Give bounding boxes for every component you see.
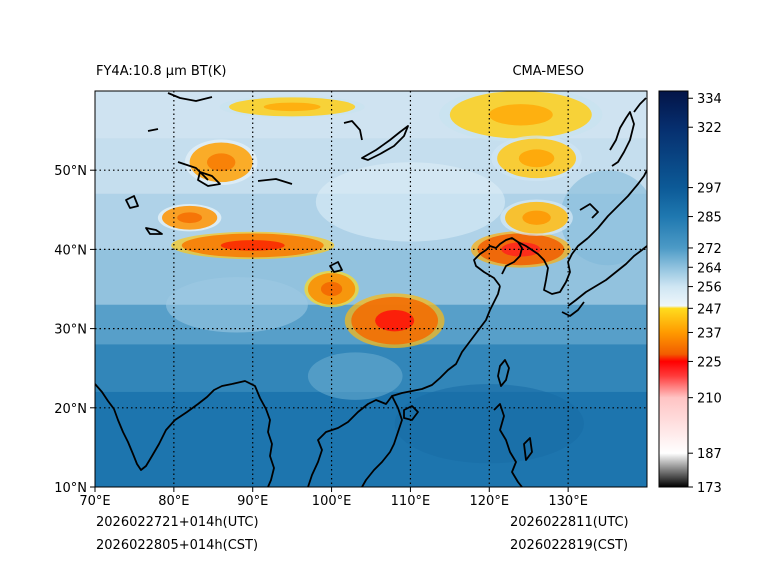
coastline-russia-east [587,169,647,239]
colorbar: 173 187 210 225 237 247 256 264 272 285 297 322 334 [658,90,722,496]
coastline-bengal-burma [231,380,275,487]
cloud-feature [491,135,582,182]
init-time-utc: 2026022721+014h(UTC) [96,515,259,530]
colorbar-tick-label: 264 [697,261,722,276]
y-tick-label: 50°N [54,164,87,179]
coastline-south-china [391,285,501,397]
lake-qinghai [329,261,343,273]
cloud-features [157,91,603,349]
model-label: CMA-MESO [512,64,584,79]
valid-time-utc: 2026022811(UTC) [510,515,629,530]
cloud-feature [219,95,365,118]
valid-time-cst: 2026022819(CST) [510,538,628,553]
coastline-east-china [473,237,523,287]
coastline-philippines [493,403,533,487]
lake-balkhash [197,171,221,187]
colorbar-tick-label: 225 [697,355,722,370]
coastline-kamchatka-fragment [633,97,647,113]
x-tick-label: 80°E [158,494,189,509]
cloud-feature [344,293,445,349]
x-tick-label: 100°E [312,494,352,509]
lake-baikal [361,125,409,161]
x-axis: 70°E 80°E 90°E 100°E 110°E 120°E 130°E [79,487,588,509]
clear-sky-patch [560,170,647,266]
colorbar-ticks: 173 187 210 225 237 247 256 264 272 285 297 322 334 [688,92,722,496]
coastline-japan [567,245,647,307]
clear-sky-patch [315,162,506,242]
clear-sky-patch [307,352,403,400]
y-tick-label: 20°N [54,402,87,417]
coastlines [95,92,647,487]
y-axis: 10°N 20°N 30°N 40°N 50°N [54,164,95,496]
clear-sky-patch [394,384,584,464]
lake-aral [125,195,139,209]
map-frame [94,90,648,488]
y-tick-label: 10°N [54,481,87,496]
x-tick-label: 90°E [237,494,268,509]
colorbar-tick-label: 173 [697,481,722,496]
cloud-feature [439,91,603,143]
colorbar-tick-label: 237 [697,326,722,341]
colorbar-tick-label: 256 [697,281,722,296]
colorbar-tick-label: 272 [697,242,722,257]
colorbar-fill [659,91,688,487]
cloud-feature [157,204,222,232]
coast-fragment-north [147,92,599,219]
colorbar-tick-label: 334 [697,92,722,107]
satellite-map [95,91,647,487]
colorbar-tick-label: 247 [697,302,722,317]
init-time-cst: 2026022805+014h(CST) [96,538,258,553]
coastline-sakhalin [609,111,635,167]
y-tick-label: 40°N [54,243,87,258]
x-tick-label: 110°E [391,494,431,509]
map-grid [95,91,647,487]
x-tick-label: 120°E [470,494,510,509]
cloud-feature [184,139,258,186]
colorbar-frame [658,90,689,488]
coastline-japan-kyushu [561,301,585,317]
coastline-indochina [307,395,403,487]
lake-issyk [145,227,163,235]
colorbar-tick-label: 210 [697,392,722,407]
cloud-feature [500,199,573,236]
coastline-taiwan [497,359,510,387]
x-tick-label: 130°E [548,494,588,509]
clear-sky-patch [165,277,308,333]
colorbar-tick-label: 297 [697,182,722,197]
colorbar-tick-label: 322 [697,121,722,136]
coastline-bohai-korea [517,237,589,295]
y-tick-label: 30°N [54,323,87,338]
colorbar-tick-label: 285 [697,211,722,226]
colorbar-tick-label: 187 [697,447,722,462]
chart-title: FY4A:10.8 μm BT(K) [96,64,226,79]
coastline-india [95,383,233,471]
x-tick-label: 70°E [79,494,110,509]
